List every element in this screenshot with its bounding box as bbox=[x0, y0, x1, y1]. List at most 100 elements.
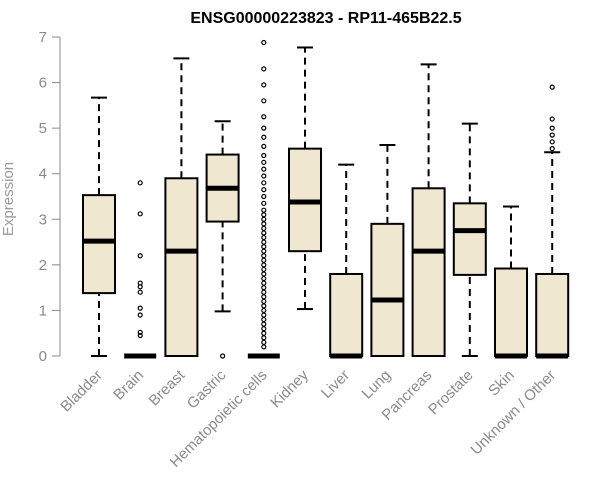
outlier-point bbox=[261, 244, 267, 250]
box-unknown-other bbox=[535, 84, 570, 359]
box-rect bbox=[535, 272, 570, 358]
outlier-point bbox=[137, 329, 143, 335]
y-tick-label: 7 bbox=[39, 29, 47, 46]
outlier-point bbox=[261, 294, 267, 300]
outlier-point bbox=[261, 316, 267, 323]
outlier-point bbox=[261, 159, 267, 165]
outlier-point bbox=[261, 275, 267, 282]
x-tick-label: Prostate bbox=[425, 367, 477, 419]
x-tick-label: Bladder bbox=[57, 367, 106, 416]
outlier-point bbox=[261, 312, 267, 318]
outlier-point bbox=[261, 326, 267, 332]
x-tick-label: Brain bbox=[110, 367, 147, 404]
outlier-point bbox=[261, 289, 267, 295]
y-tick-label: 5 bbox=[39, 120, 47, 137]
outlier-point bbox=[137, 312, 143, 318]
x-tick-label: Liver bbox=[318, 367, 353, 402]
outlier-point bbox=[261, 180, 267, 186]
outlier-point bbox=[261, 234, 267, 241]
y-axis-label: Expression bbox=[0, 162, 17, 236]
outlier-point bbox=[261, 39, 267, 46]
y-tick-label: 3 bbox=[39, 211, 47, 228]
outlier-point bbox=[137, 305, 143, 311]
box-hematopoietic-cells bbox=[247, 39, 280, 359]
box-rect bbox=[370, 222, 405, 357]
outlier-point bbox=[261, 66, 267, 72]
outlier-point bbox=[261, 307, 267, 314]
boxes bbox=[82, 39, 570, 359]
outlier-point bbox=[137, 280, 143, 286]
outlier-point bbox=[261, 230, 267, 236]
box-skin bbox=[494, 205, 528, 359]
y-axis: 0 1 2 3 4 5 6 7 bbox=[39, 29, 61, 365]
box-liver bbox=[329, 163, 364, 359]
box-rect bbox=[329, 272, 364, 358]
box-rect bbox=[164, 177, 199, 357]
outlier-point bbox=[261, 344, 267, 350]
box-rect bbox=[452, 202, 487, 276]
outlier-point bbox=[261, 330, 267, 336]
outlier-point bbox=[261, 216, 267, 222]
outlier-point bbox=[261, 253, 267, 259]
outlier-point bbox=[261, 193, 267, 200]
outlier-point bbox=[261, 125, 267, 131]
outlier-point bbox=[549, 139, 555, 145]
box-lung bbox=[370, 144, 405, 357]
outlier-point bbox=[261, 339, 267, 345]
x-tick-label: Skin bbox=[485, 367, 518, 400]
outlier-point bbox=[261, 134, 267, 140]
outlier-point bbox=[137, 289, 143, 295]
outlier-point bbox=[261, 152, 267, 159]
y-tick-label: 6 bbox=[39, 75, 47, 92]
y-tick-label: 1 bbox=[39, 302, 47, 319]
outlier-point bbox=[549, 132, 555, 138]
outlier-point bbox=[137, 332, 143, 339]
box-rect bbox=[494, 267, 528, 358]
box-pancreas bbox=[411, 63, 446, 357]
outlier-point bbox=[261, 212, 267, 218]
outlier-point bbox=[261, 298, 267, 304]
outlier-point bbox=[261, 271, 267, 277]
box-bladder bbox=[82, 96, 116, 357]
y-tick-label: 0 bbox=[39, 348, 47, 365]
outlier-point bbox=[261, 335, 267, 341]
outlier-point bbox=[261, 239, 267, 245]
box-prostate bbox=[452, 122, 487, 357]
outlier-point bbox=[220, 353, 226, 359]
chart-title: ENSG00000223823 - RP11-465B22.5 bbox=[190, 10, 461, 27]
outlier-point bbox=[137, 180, 143, 186]
y-tick-label: 2 bbox=[39, 257, 47, 274]
outlier-point bbox=[261, 207, 267, 213]
outlier-point bbox=[261, 303, 267, 309]
outlier-point bbox=[261, 173, 267, 179]
box-brain bbox=[124, 180, 157, 359]
box-kidney bbox=[288, 46, 322, 311]
x-tick-label: Kidney bbox=[267, 366, 312, 411]
outlier-point bbox=[137, 253, 143, 259]
outlier-point bbox=[261, 143, 267, 149]
y-tick-label: 4 bbox=[39, 166, 47, 183]
outlier-point bbox=[261, 114, 267, 120]
box-breast bbox=[164, 57, 199, 357]
outlier-point bbox=[261, 257, 267, 263]
outlier-point bbox=[261, 221, 267, 227]
outlier-point bbox=[261, 266, 267, 273]
outlier-point bbox=[549, 116, 555, 122]
outlier-point bbox=[261, 82, 267, 88]
x-tick-label: Lung bbox=[359, 367, 395, 403]
outlier-point bbox=[261, 225, 267, 231]
outlier-point bbox=[261, 285, 267, 291]
outlier-point bbox=[261, 166, 267, 172]
outlier-point bbox=[261, 98, 267, 104]
outlier-point bbox=[261, 321, 267, 327]
outlier-point bbox=[261, 248, 267, 254]
x-tick-label: Breast bbox=[146, 366, 189, 409]
box-gastric bbox=[205, 120, 240, 359]
outlier-point bbox=[549, 125, 555, 131]
outlier-point bbox=[261, 200, 267, 206]
outlier-point bbox=[261, 187, 267, 193]
outlier-point bbox=[261, 262, 267, 268]
box-rect bbox=[82, 194, 116, 295]
